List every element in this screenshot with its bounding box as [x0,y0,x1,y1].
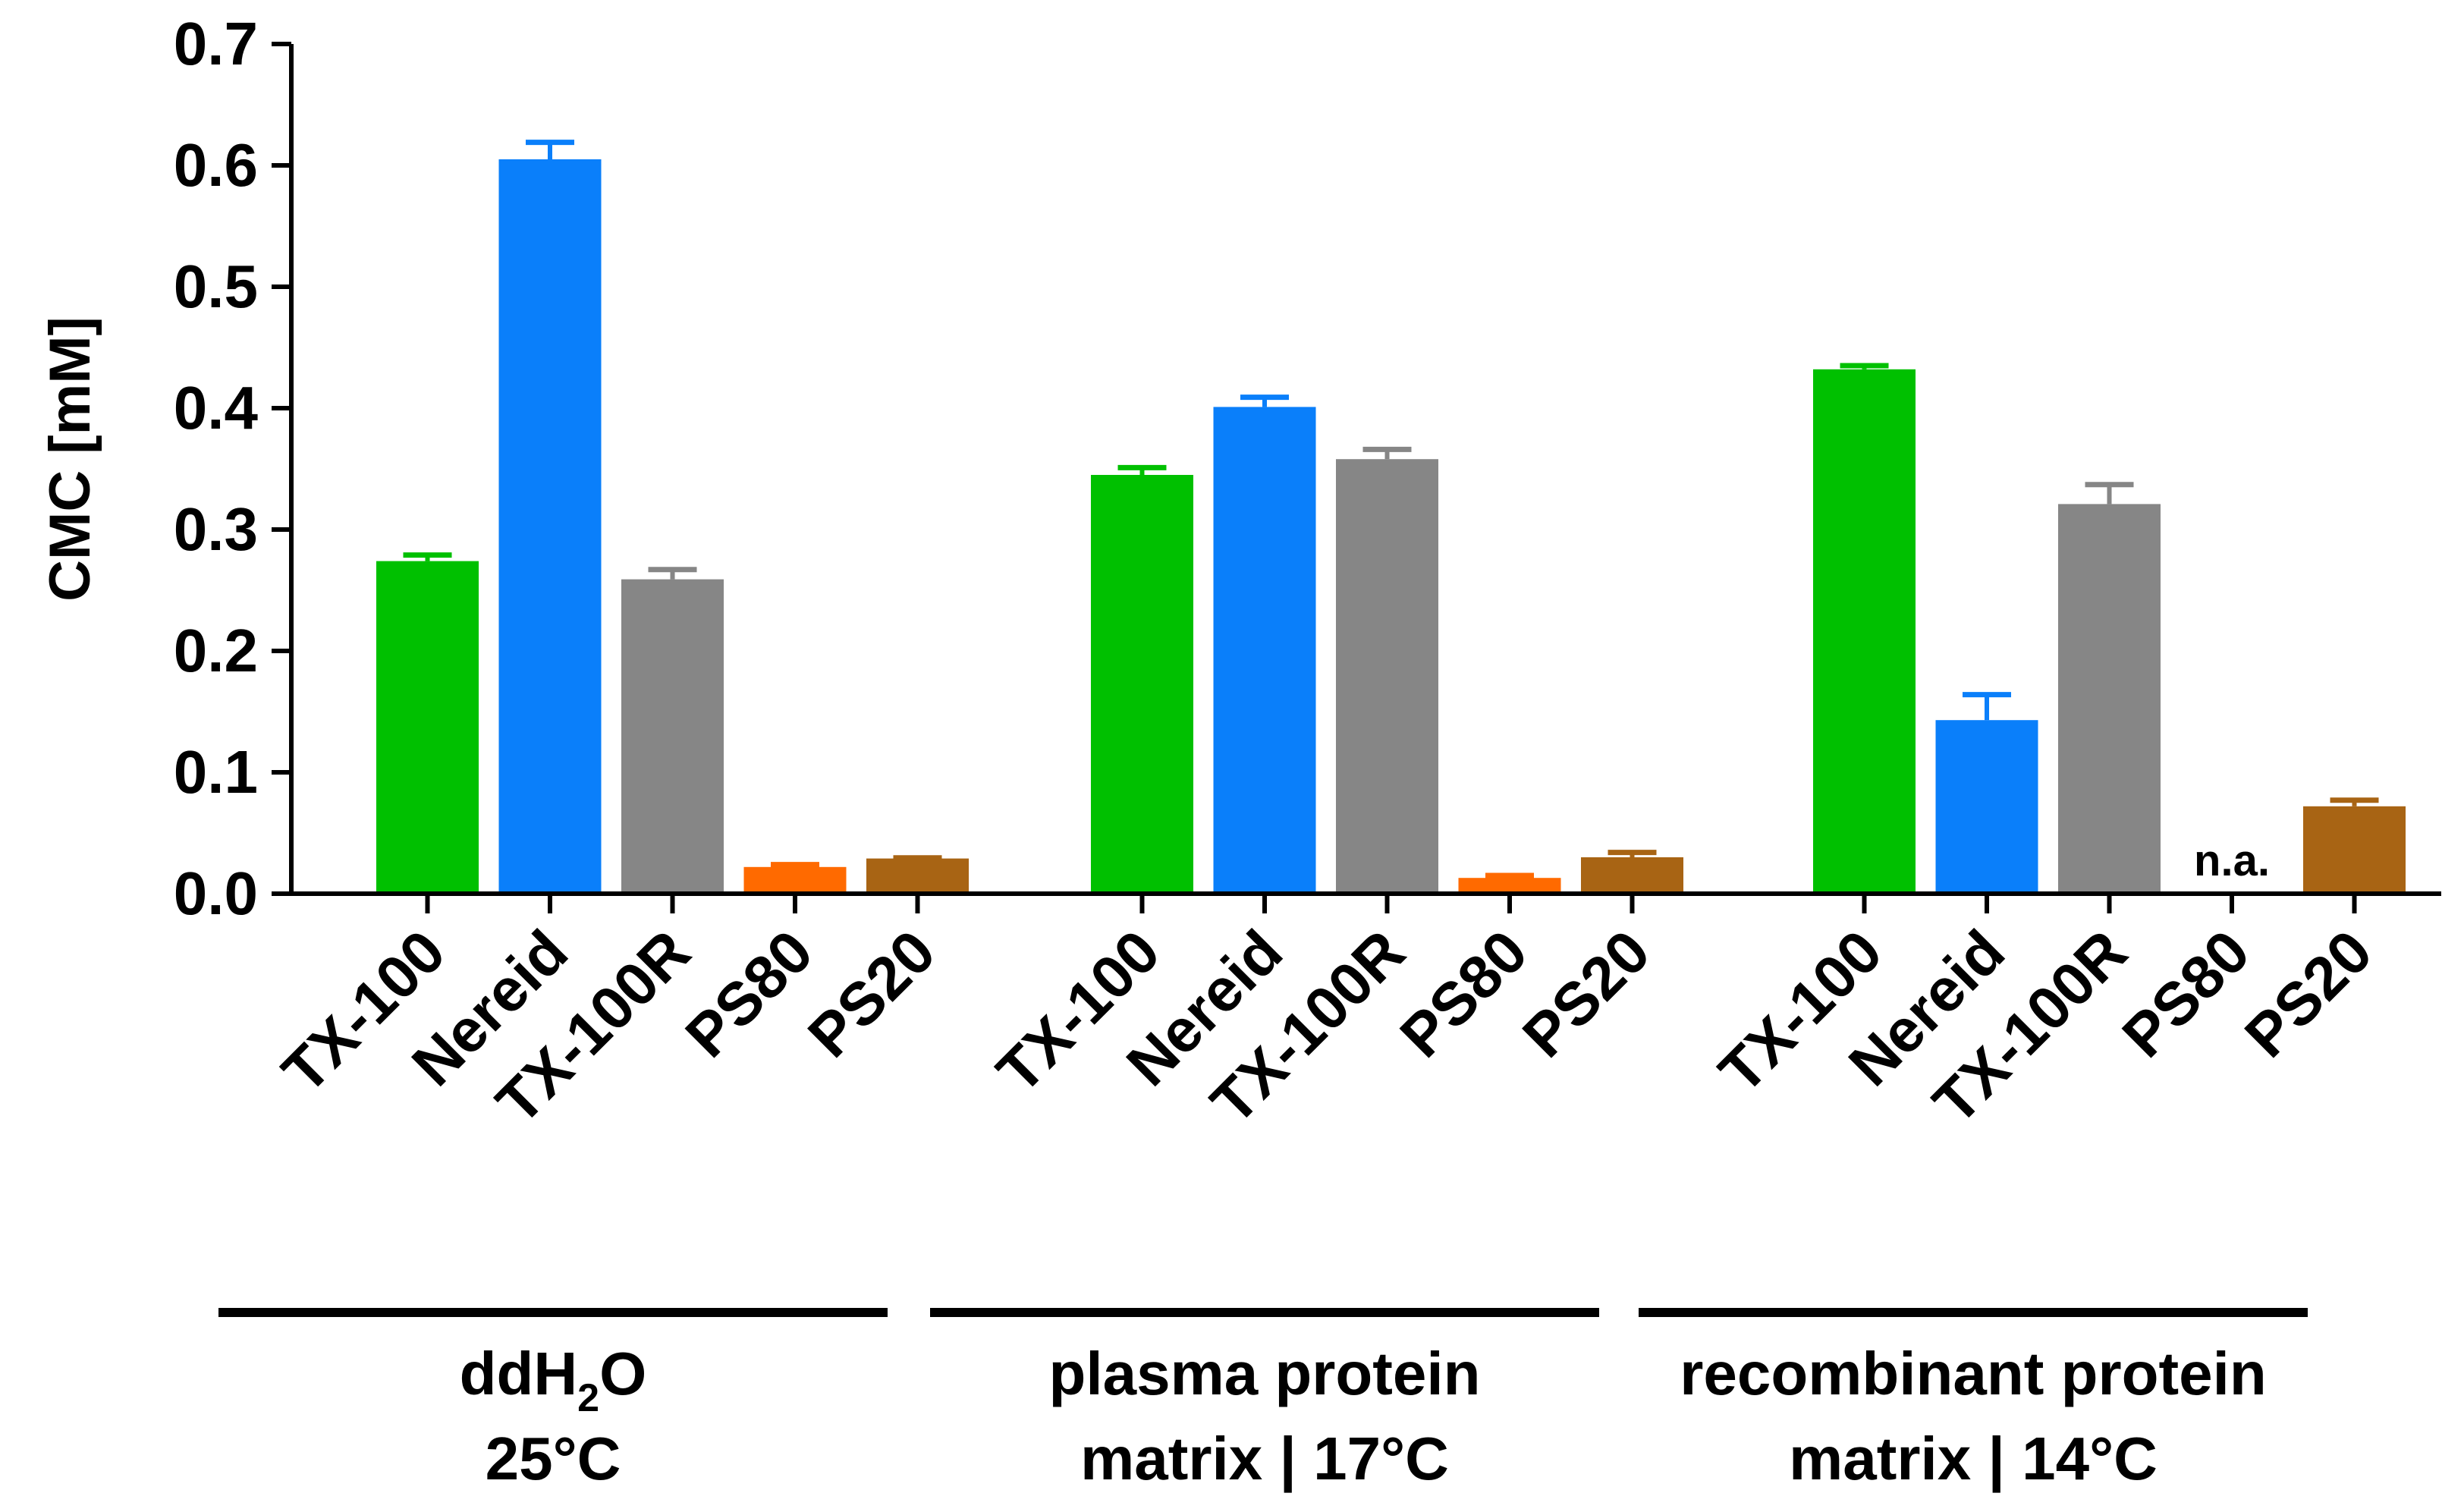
bars: n.a. [376,140,2406,894]
bar [1458,878,1561,894]
x-tick-label: PS80 [1388,917,1540,1070]
y-tick-label: 0.3 [174,495,258,563]
group-label-line2: matrix | 14°C [1789,1425,2158,1493]
y-tick-label: 0.5 [174,253,258,320]
bar [1935,720,2038,894]
x-tick-label: PS80 [673,917,825,1070]
bar [2058,504,2161,894]
bar [498,159,602,894]
bar [866,858,969,894]
bar [621,579,724,894]
group-label-line1: plasma protein [1048,1340,1480,1407]
x-tick-label: PS20 [795,917,948,1070]
y-tick-label: 0.7 [174,10,258,77]
y-axis-label: CMC [mM] [38,316,102,602]
bar [1813,369,1916,894]
y-tick-label: 0.4 [174,374,259,442]
bar [376,561,479,894]
na-label: n.a. [2194,836,2270,885]
x-tick-label: PS20 [1510,917,1662,1070]
y-tick-label: 0.0 [174,860,258,927]
group-label-line2: matrix | 17°C [1080,1425,1449,1493]
y-tick-label: 0.6 [174,131,258,199]
bar [1581,857,1683,894]
bar [1213,407,1316,894]
bar [1336,459,1438,894]
y-tick-label: 0.2 [174,617,258,684]
x-tick-label: PS80 [2110,917,2262,1070]
y-tick-label: 0.1 [174,738,258,806]
group-label-line1: ddH2O [460,1340,647,1420]
y-axis: 0.0 0.1 0.2 0.3 0.4 0.5 0.6 0.7 [174,10,294,927]
x-tick-label: PS20 [2232,917,2384,1070]
bar [1091,475,1193,894]
bar [743,866,847,894]
group-label-line1: recombinant protein [1680,1340,2266,1407]
group-label-line2: 25°C [486,1425,621,1492]
bar [2303,806,2406,894]
